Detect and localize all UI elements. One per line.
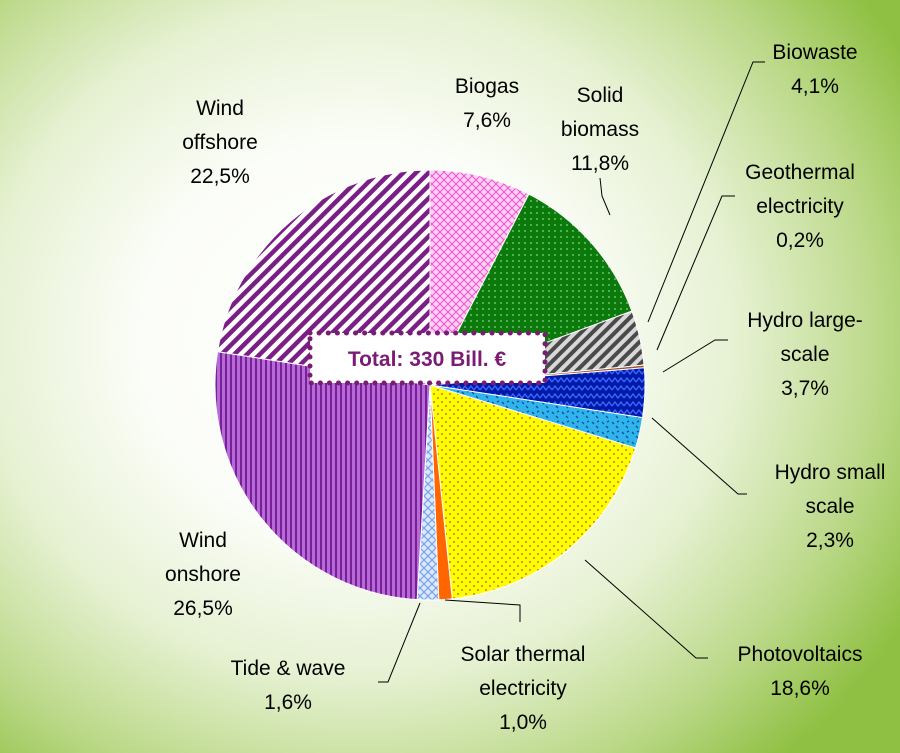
slice-label-biowaste: Biowaste [772,41,857,64]
leader-line-geothermal [656,195,735,351]
slice-label-solar-thermal: Solar thermal [461,643,586,666]
total-box: Total: 330 Bill. € [307,330,548,386]
slice-label-solid: Solid [577,84,624,107]
slice-label-hydro-small: scale [805,495,854,518]
leader-line-solid [599,177,611,216]
slice-label-geothermal: Geothermal [745,161,855,184]
pie-slice-wind-off [217,169,431,386]
slice-value-hydro-large: 3,7% [781,377,829,400]
slice-label-pv: Photovoltaics [738,643,863,666]
slice-label-hydro-large: Hydro large- [747,309,863,332]
leader-line-hydro-small [651,417,747,495]
leader-line-tide [378,602,421,683]
leader-line-solar-thermal [444,599,521,622]
slice-label-hydro-small: Hydro small [775,461,886,484]
total-label: Total: 330 Bill. € [348,348,507,371]
leader-line-pv [584,559,708,659]
slice-value-pv: 18,6% [770,677,830,700]
slice-label-solar-thermal: electricity [479,677,567,700]
slice-value-biogas: 7,6% [463,109,511,132]
leader-line-biowaste [647,61,765,323]
pie-slice-wind-on [214,351,431,601]
slice-value-wind-off: 22,5% [190,165,250,188]
slice-label-hydro-large: scale [780,343,829,366]
leader-lines [378,61,765,683]
slice-label-wind-off: Wind [196,97,244,120]
slice-value-biowaste: 4,1% [791,75,839,98]
leader-line-hydro-large [662,339,728,373]
slice-label-wind-on: Wind [179,529,227,552]
slice-label-wind-on: onshore [165,563,241,586]
slice-label-geothermal: electricity [756,195,844,218]
pie-slice-pv [429,384,637,600]
slice-value-hydro-small: 2,3% [806,529,854,552]
slice-label-tide: Tide & wave [231,657,346,680]
slice-value-wind-on: 26,5% [173,597,233,620]
slice-label-solid: biomass [561,118,639,141]
slice-labels: Biogas 7,6% Solid biomass 11,8% Biowaste 4,1% G… [165,41,885,734]
slice-label-wind-off: offshore [182,131,258,154]
slice-value-solar-thermal: 1,0% [499,711,547,734]
slice-value-geothermal: 0,2% [776,229,824,252]
slice-value-tide: 1,6% [264,691,312,714]
slice-label-biogas: Biogas [455,75,519,98]
slice-value-solid: 11,8% [571,152,629,175]
